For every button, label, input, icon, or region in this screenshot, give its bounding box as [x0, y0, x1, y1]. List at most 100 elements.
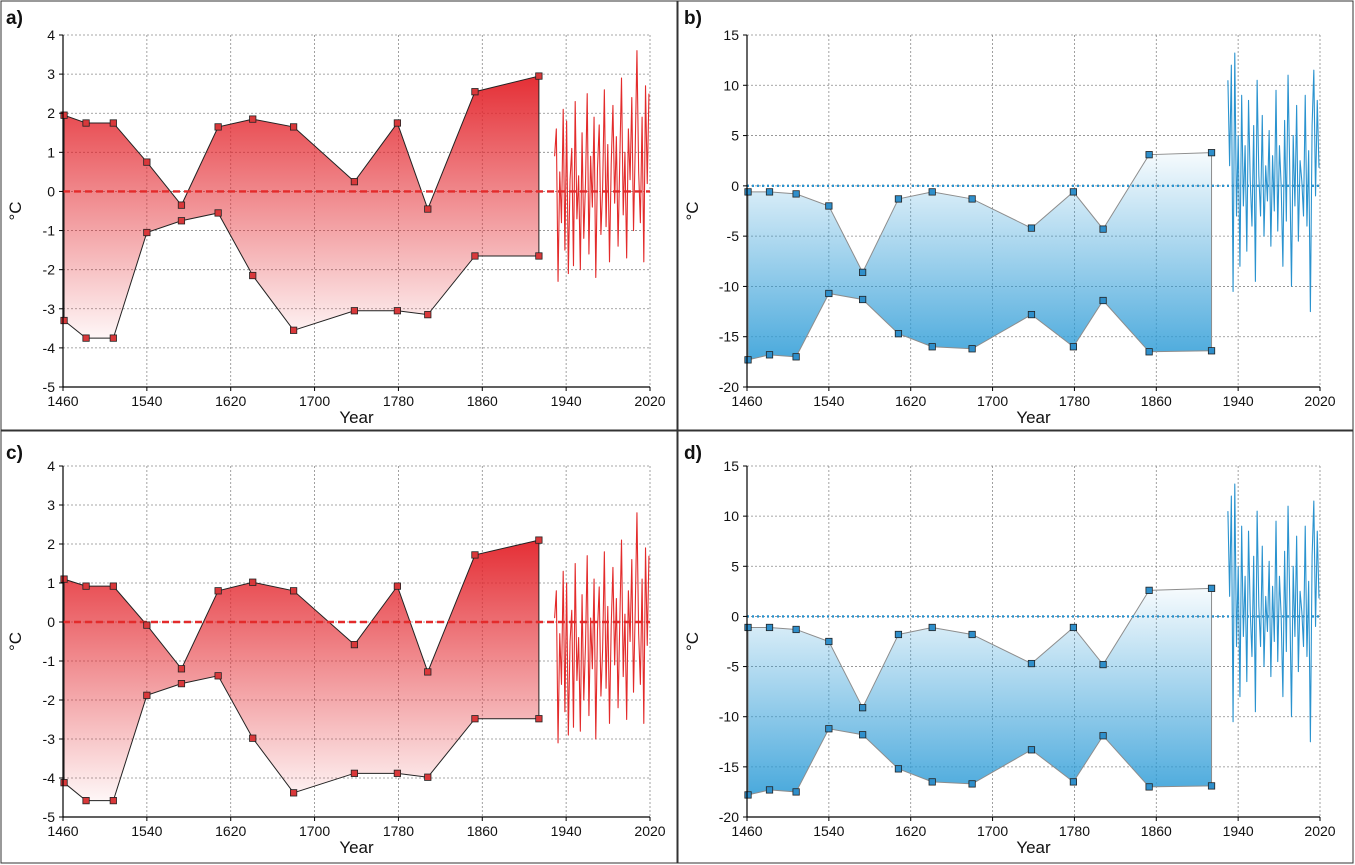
lower-marker	[1099, 732, 1107, 740]
x-tick-label: 1540	[131, 393, 162, 409]
y-tick-label: 0	[731, 608, 739, 624]
lower-marker	[744, 356, 752, 364]
panel-c: 1460 1540 1620 1700 1780 1860 1940 2020 -5 -4 -3 -2…	[0, 430, 678, 864]
upper-marker	[765, 188, 774, 196]
lower-marker	[393, 307, 401, 315]
lower-marker	[535, 252, 543, 260]
y-axis-label: °C	[6, 201, 25, 220]
x-tick-label: 2020	[634, 823, 665, 839]
y-tick-label: -15	[719, 329, 739, 345]
y-tick-label: 4	[47, 27, 55, 43]
x-tick-label: 1700	[299, 393, 330, 409]
upper-marker	[249, 578, 257, 586]
instrumental-series-line	[1227, 52, 1320, 313]
y-tick-label: -2	[43, 692, 56, 708]
lower-marker	[744, 791, 752, 799]
upper-marker	[894, 630, 903, 639]
y-tick-label: 15	[723, 458, 739, 474]
instrumental-series-line	[1227, 483, 1320, 743]
lower-marker	[792, 353, 800, 361]
y-tick-label: 1	[47, 575, 55, 591]
y-tick-label: -3	[43, 731, 56, 747]
x-tick-label: 1540	[131, 823, 162, 839]
lower-marker	[177, 217, 186, 225]
upper-marker	[290, 123, 298, 131]
panel-label: c)	[6, 443, 23, 464]
lower-marker	[968, 780, 976, 788]
y-tick-label: -10	[719, 278, 739, 294]
upper-marker	[859, 268, 867, 276]
lower-marker	[143, 228, 151, 237]
lower-marker	[424, 311, 432, 319]
instrumental-series-line	[554, 50, 650, 282]
y-tick-label: 0	[731, 178, 739, 194]
x-tick-label: 2020	[1304, 393, 1335, 409]
upper-marker	[765, 623, 774, 632]
y-tick-label: 0	[47, 183, 55, 199]
upper-marker	[744, 623, 752, 632]
upper-marker	[393, 119, 401, 127]
upper-marker	[859, 704, 867, 712]
x-tick-label: 1700	[977, 393, 1008, 409]
lower-marker	[60, 779, 68, 787]
x-tick-label: 1940	[1223, 393, 1254, 409]
lower-marker	[792, 788, 800, 796]
upper-marker	[350, 178, 359, 186]
y-tick-label: 2	[47, 105, 55, 121]
panel-label: b)	[684, 8, 702, 29]
x-tick-label: 1620	[215, 393, 246, 409]
lower-marker	[143, 691, 151, 699]
lower-marker	[859, 295, 867, 304]
lower-marker	[214, 672, 222, 680]
lower-marker	[765, 786, 774, 794]
x-axis-label: Year	[1016, 408, 1051, 427]
lower-marker	[471, 252, 479, 260]
upper-marker	[177, 665, 186, 673]
y-tick-label: 5	[731, 558, 739, 574]
upper-marker	[1099, 225, 1107, 233]
y-tick-label: 1	[47, 144, 55, 160]
y-tick-label: 15	[723, 27, 739, 43]
lower-marker	[894, 330, 903, 338]
lower-marker	[82, 334, 90, 342]
envelope-fill	[64, 76, 539, 339]
y-axis-label: °C	[683, 632, 702, 651]
lower-marker	[1145, 348, 1153, 356]
lower-marker	[968, 345, 976, 353]
upper-marker	[471, 551, 479, 559]
x-tick-label: 2020	[634, 393, 665, 409]
y-tick-label: -10	[719, 709, 739, 725]
y-tick-label: -5	[43, 379, 56, 395]
upper-marker	[109, 119, 117, 127]
y-tick-label: 2	[47, 536, 55, 552]
upper-marker	[249, 115, 257, 123]
lower-marker	[109, 334, 117, 342]
upper-marker	[214, 587, 222, 595]
y-tick-label: 3	[47, 66, 55, 82]
lower-marker	[249, 734, 257, 742]
lower-marker	[1207, 347, 1216, 355]
x-tick-label: 1780	[1059, 823, 1090, 839]
y-tick-label: 5	[731, 128, 739, 144]
upper-marker	[82, 119, 90, 127]
upper-marker	[1207, 149, 1216, 157]
lower-marker	[60, 316, 68, 325]
upper-marker	[928, 188, 936, 196]
y-axis-label: °C	[6, 632, 25, 651]
lower-marker	[535, 715, 543, 723]
y-tick-label: -20	[719, 379, 739, 395]
lower-marker	[290, 326, 298, 334]
upper-marker	[109, 582, 117, 590]
y-tick-label: 0	[47, 614, 55, 630]
lower-marker	[859, 731, 867, 739]
lower-marker	[350, 769, 359, 777]
x-tick-label: 1620	[215, 823, 246, 839]
upper-marker	[744, 188, 752, 196]
panel-label: d)	[684, 443, 702, 464]
x-tick-label: 1940	[1223, 823, 1254, 839]
upper-marker	[1145, 151, 1153, 159]
upper-marker	[82, 582, 90, 590]
lower-marker	[1027, 746, 1036, 754]
lower-marker	[1027, 310, 1036, 319]
upper-marker	[60, 575, 68, 583]
